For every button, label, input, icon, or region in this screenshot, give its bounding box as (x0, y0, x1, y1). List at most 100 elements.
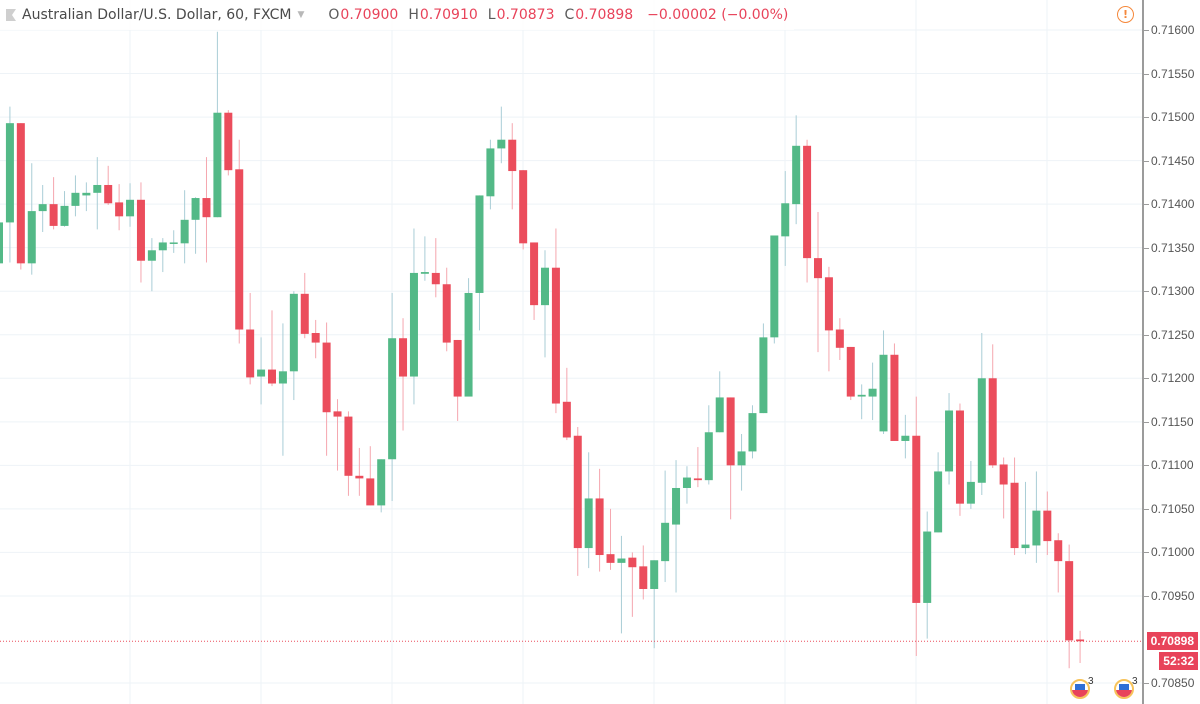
candle[interactable] (60, 191, 69, 227)
candle[interactable] (912, 396, 921, 657)
candle[interactable] (672, 460, 681, 593)
candle[interactable] (803, 139, 812, 283)
candle[interactable] (955, 403, 964, 516)
symbol-title[interactable]: Australian Dollar/U.S. Dollar, 60, FXCM (22, 7, 292, 23)
collapse-flag-icon[interactable] (6, 9, 16, 21)
chart-pane[interactable]: Australian Dollar/U.S. Dollar, 60, FXCM … (0, 0, 1142, 704)
candle[interactable] (857, 384, 866, 420)
candle[interactable] (82, 182, 91, 212)
candle[interactable] (235, 139, 244, 344)
candle[interactable] (126, 183, 135, 227)
warning-icon[interactable]: ! (1117, 6, 1134, 23)
candle[interactable] (562, 367, 571, 441)
candle[interactable] (49, 177, 58, 230)
candle[interactable] (399, 318, 408, 431)
candle[interactable] (27, 163, 36, 275)
candlestick-chart[interactable] (0, 0, 1142, 704)
price-axis[interactable]: 0.71600 0.71550 0.71500 0.71450 0.71400 0.713… (1142, 0, 1200, 704)
candle[interactable] (224, 110, 233, 176)
candle[interactable] (1010, 457, 1019, 556)
candle[interactable] (202, 157, 211, 263)
candle[interactable] (420, 236, 429, 281)
candle[interactable] (508, 123, 517, 210)
candle[interactable] (409, 228, 418, 405)
us-flag-icon[interactable] (1114, 679, 1134, 699)
candle[interactable] (988, 344, 997, 468)
candle[interactable] (180, 190, 189, 264)
candle[interactable] (104, 165, 113, 206)
candle[interactable] (530, 242, 539, 320)
candle[interactable] (551, 228, 560, 414)
candle[interactable] (475, 195, 484, 331)
candle[interactable] (366, 446, 375, 506)
candle[interactable] (781, 171, 790, 266)
candle[interactable] (268, 310, 276, 387)
candle[interactable] (1032, 471, 1041, 563)
candle[interactable] (453, 339, 462, 421)
candle[interactable] (278, 323, 287, 456)
candle[interactable] (835, 318, 844, 360)
candle[interactable] (824, 266, 833, 372)
candle[interactable] (388, 292, 397, 502)
candle[interactable] (1065, 544, 1074, 669)
candle[interactable] (93, 157, 102, 230)
candle[interactable] (158, 238, 167, 273)
candle[interactable] (322, 322, 331, 456)
candle[interactable] (999, 457, 1008, 519)
candle[interactable] (584, 452, 593, 569)
candle[interactable] (497, 106, 506, 164)
candle[interactable] (486, 139, 495, 210)
candle[interactable] (759, 323, 768, 414)
candle[interactable] (606, 508, 615, 570)
candle[interactable] (147, 238, 156, 292)
candle[interactable] (0, 204, 3, 274)
candle[interactable] (715, 371, 724, 433)
candle[interactable] (442, 267, 451, 352)
candle[interactable] (519, 170, 528, 250)
candle[interactable] (169, 230, 178, 253)
candle[interactable] (682, 466, 691, 504)
candle[interactable] (693, 447, 702, 488)
chevron-down-icon[interactable]: ▼ (297, 10, 305, 20)
candle[interactable] (1054, 533, 1063, 593)
candle[interactable] (541, 250, 549, 358)
candle[interactable] (737, 434, 746, 491)
candle[interactable] (289, 291, 298, 401)
candle[interactable] (945, 393, 954, 485)
candle[interactable] (16, 123, 25, 270)
candle[interactable] (977, 333, 986, 495)
us-flag-icon[interactable] (1070, 679, 1090, 699)
candle[interactable] (344, 411, 353, 496)
candle[interactable] (191, 197, 200, 254)
candle[interactable] (639, 545, 648, 600)
candle[interactable] (431, 238, 440, 298)
candle[interactable] (1021, 481, 1030, 555)
candle[interactable] (300, 272, 309, 339)
candle[interactable] (726, 397, 735, 520)
candle[interactable] (814, 211, 822, 353)
candle[interactable] (71, 175, 80, 217)
candle[interactable] (213, 31, 222, 218)
candle[interactable] (595, 468, 604, 572)
candle[interactable] (573, 427, 582, 576)
candle[interactable] (966, 460, 975, 509)
candle[interactable] (311, 319, 320, 359)
candle[interactable] (704, 405, 713, 485)
candle[interactable] (1076, 630, 1085, 663)
candle[interactable] (879, 330, 888, 435)
candle[interactable] (868, 362, 877, 421)
candle[interactable] (628, 552, 637, 617)
candle[interactable] (464, 278, 473, 397)
candle[interactable] (355, 447, 364, 496)
candle[interactable] (377, 459, 386, 513)
candle[interactable] (748, 405, 757, 459)
candle[interactable] (770, 235, 779, 344)
candle[interactable] (246, 292, 255, 385)
candle[interactable] (5, 106, 14, 263)
candle[interactable] (617, 535, 626, 634)
candle[interactable] (661, 470, 670, 583)
candle[interactable] (890, 343, 899, 441)
candle[interactable] (257, 337, 266, 405)
candle[interactable] (792, 115, 801, 225)
candle[interactable] (333, 399, 342, 471)
